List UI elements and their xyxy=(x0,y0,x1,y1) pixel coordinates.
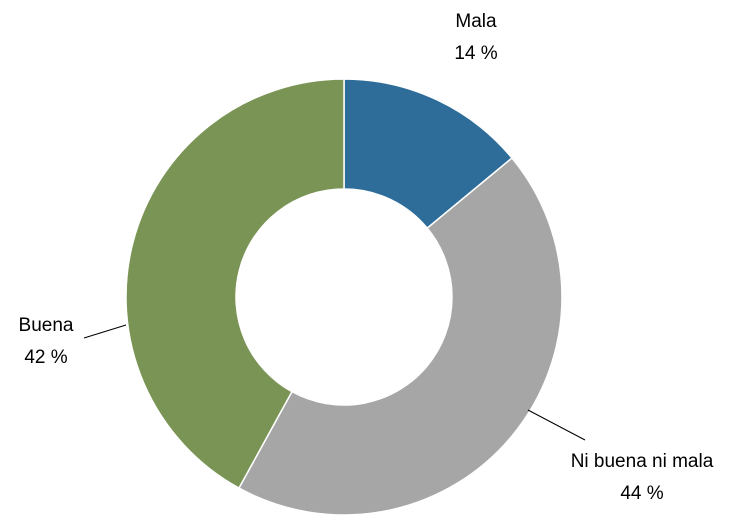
leader-line xyxy=(527,409,586,441)
slice-value-label: 44 % xyxy=(620,483,663,504)
slice-value-label: 42 % xyxy=(24,347,67,368)
slice xyxy=(343,78,514,230)
slice xyxy=(125,78,345,490)
slice-label: Ni buena ni mala xyxy=(571,451,714,472)
slice-value-label: 14 % xyxy=(454,43,497,64)
leader-line xyxy=(83,324,127,339)
slice-label: Mala xyxy=(455,11,497,32)
slice-label: Buena xyxy=(19,315,74,336)
slice xyxy=(237,156,563,515)
